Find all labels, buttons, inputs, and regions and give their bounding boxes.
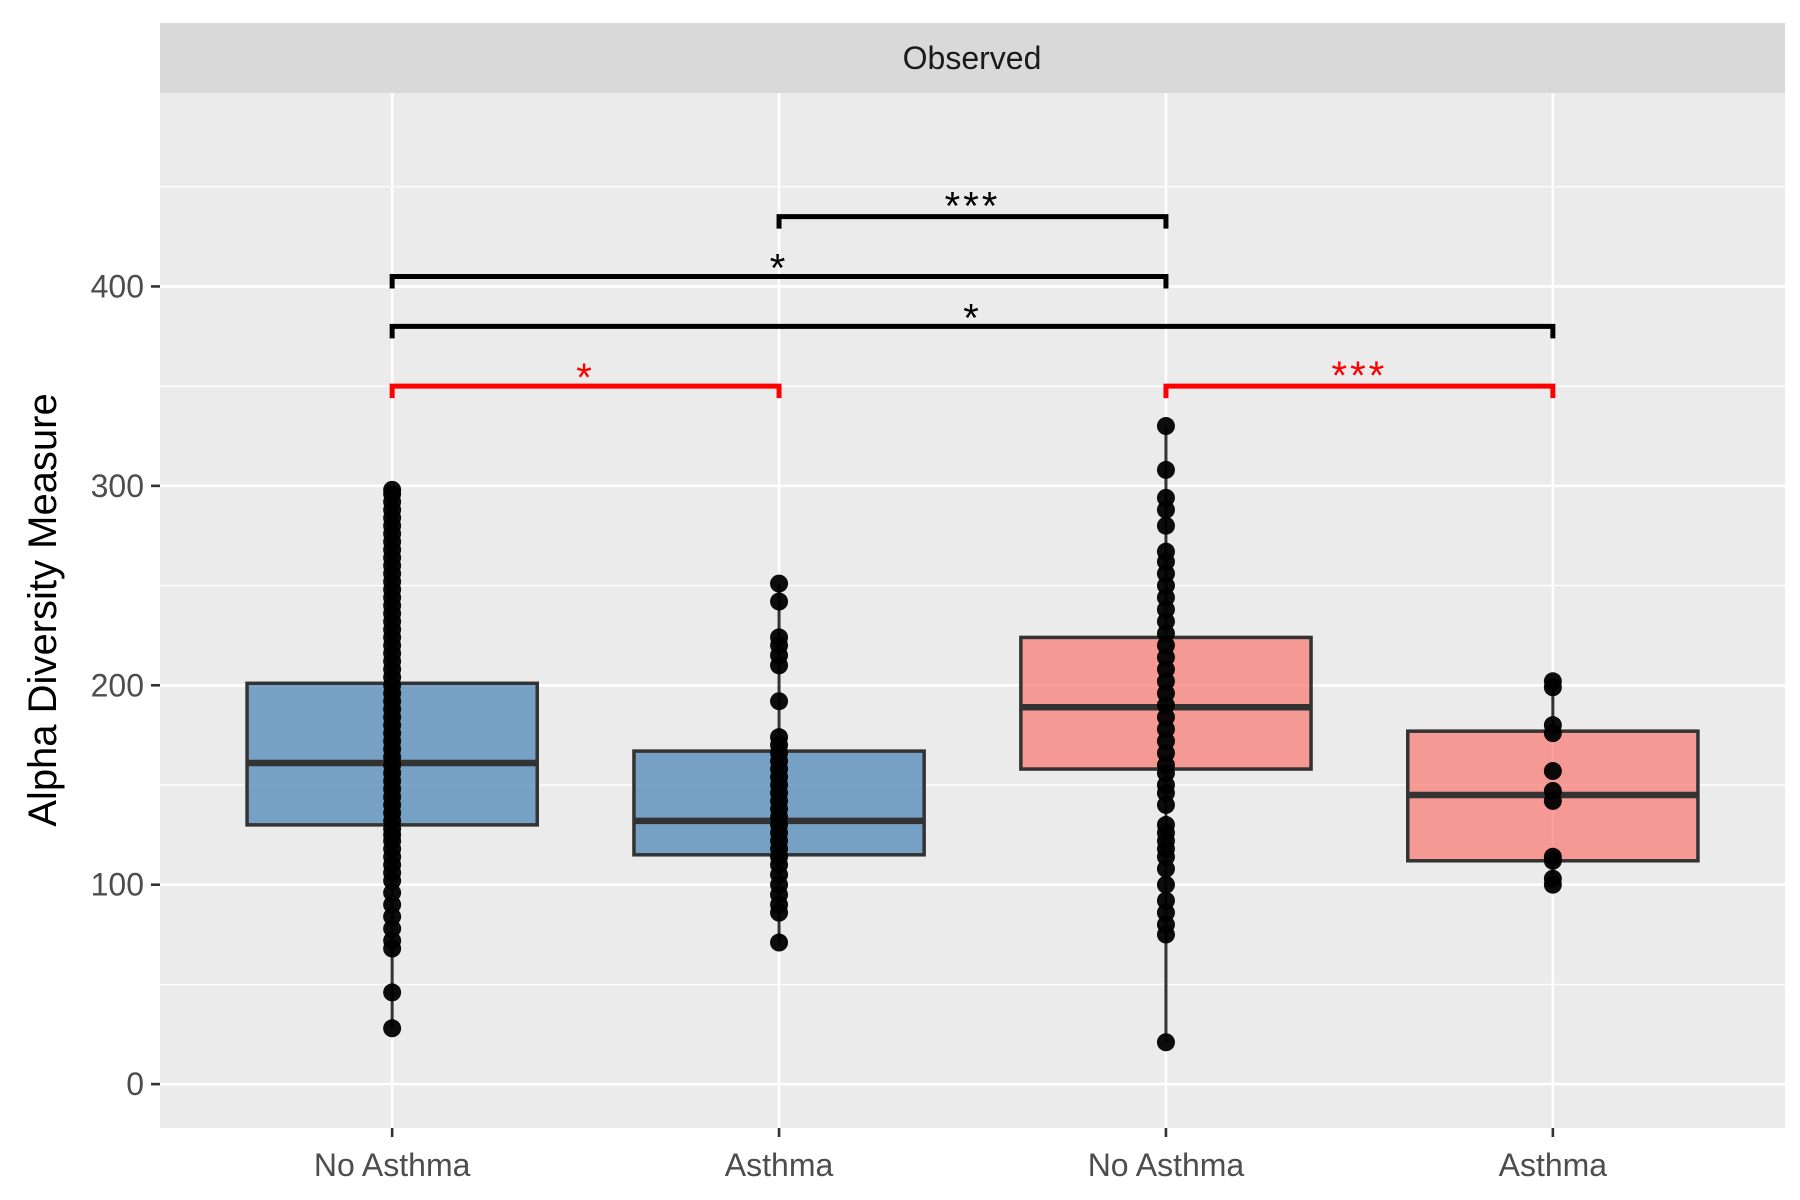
data-point: [1543, 847, 1562, 866]
significance-bracket: [776, 214, 1169, 229]
data-point: [770, 574, 789, 593]
facet-strip: [160, 23, 1785, 93]
data-point: [770, 933, 789, 952]
y-tick-label: 0: [126, 1066, 144, 1102]
data-point: [1543, 762, 1562, 781]
data-point: [383, 1019, 402, 1038]
data-point: [1156, 1033, 1175, 1052]
y-tick-label: 300: [91, 468, 144, 504]
significance-bracket: [1163, 383, 1556, 399]
y-axis: 0 100 200 300 400: [91, 268, 160, 1102]
data-point: [1543, 716, 1562, 735]
significance-brackets: ****** ***: [389, 185, 1556, 400]
data-point: [383, 983, 402, 1002]
x-axis: No Asthma Asthma No Asthma Asthma: [314, 1128, 1607, 1183]
x-tick-label: No Asthma: [314, 1147, 471, 1183]
data-points: [383, 417, 1562, 1052]
data-point: [1156, 542, 1175, 561]
significance-bracket: [389, 383, 782, 399]
x-tick-label: No Asthma: [1088, 1147, 1245, 1183]
plot-panel: [160, 93, 1785, 1128]
data-point: [770, 692, 789, 711]
data-point: [1156, 891, 1175, 910]
y-tick-label: 400: [91, 268, 144, 304]
data-point: [1543, 672, 1562, 691]
x-tick-label: Asthma: [1499, 1147, 1608, 1183]
significance-label: *: [963, 296, 982, 340]
significance-label: ***: [945, 185, 1001, 229]
significance-bracket: [389, 323, 1556, 339]
data-point: [1156, 875, 1175, 894]
x-tick-label: Asthma: [725, 1147, 834, 1183]
data-point: [1156, 516, 1175, 535]
data-point: [383, 480, 402, 499]
significance-label: *: [576, 356, 595, 400]
data-point: [770, 592, 789, 611]
significance-label: *: [770, 246, 789, 290]
data-point: [1156, 460, 1175, 479]
y-tick-label: 100: [91, 867, 144, 903]
data-point: [1543, 869, 1562, 888]
data-point: [770, 628, 789, 647]
facet-strip-label: Observed: [903, 40, 1042, 76]
significance-label: ***: [1332, 354, 1388, 398]
y-axis-title: Alpha Diversity Measure: [21, 393, 65, 827]
data-point: [1156, 488, 1175, 507]
data-point: [1156, 417, 1175, 436]
data-point: [770, 728, 789, 747]
data-point: [1543, 781, 1562, 800]
data-point: [1156, 815, 1175, 834]
significance-bracket: [389, 273, 1169, 289]
y-tick-label: 200: [91, 667, 144, 703]
